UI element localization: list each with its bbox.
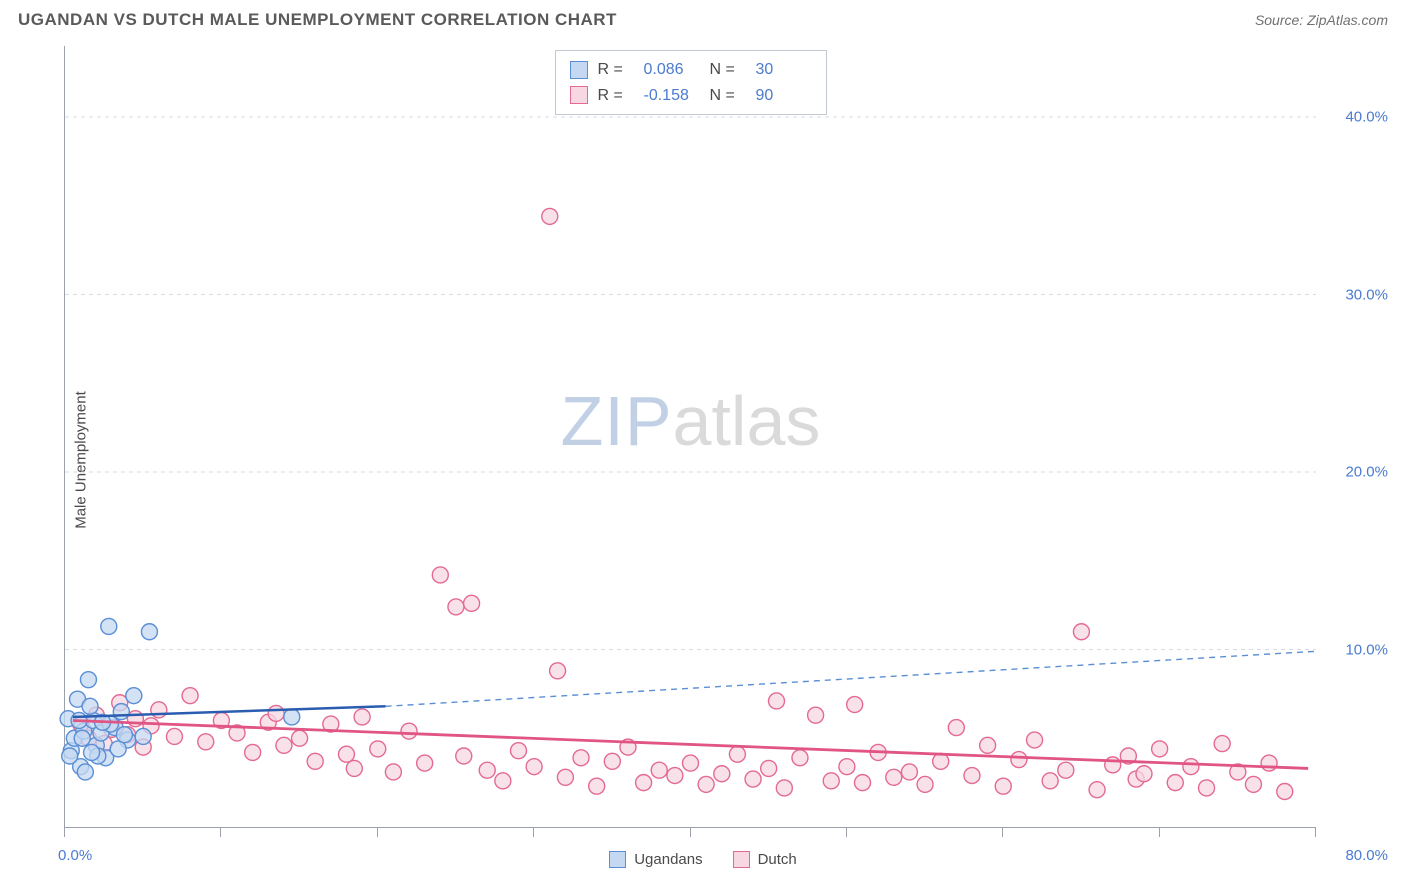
y-tick-label: 40.0% <box>1345 109 1388 126</box>
r-value-ugandans: 0.086 <box>644 57 700 83</box>
source-label: Source: ZipAtlas.com <box>1255 12 1388 28</box>
r-value-dutch: -0.158 <box>644 83 700 109</box>
legend-item-ugandans: Ugandans <box>609 851 702 868</box>
swatch-ugandans-icon <box>570 61 588 79</box>
legend-row-ugandans: R = 0.086 N = 30 <box>570 57 812 83</box>
legend-row-dutch: R = -0.158 N = 90 <box>570 83 812 109</box>
plot-svg <box>65 46 1316 827</box>
swatch-dutch-icon <box>733 851 750 868</box>
chart-title: UGANDAN VS DUTCH MALE UNEMPLOYMENT CORRE… <box>18 10 617 30</box>
n-value-dutch: 90 <box>756 83 812 109</box>
legend-label-ugandans: Ugandans <box>634 851 702 868</box>
legend-label-dutch: Dutch <box>758 851 797 868</box>
correlation-legend: R = 0.086 N = 30 R = -0.158 N = 90 <box>555 50 827 115</box>
swatch-dutch-icon <box>570 86 588 104</box>
x-axis-ticks <box>64 828 1316 840</box>
n-value-ugandans: 30 <box>756 57 812 83</box>
y-tick-label: 20.0% <box>1345 464 1388 481</box>
n-label: N = <box>710 83 746 109</box>
swatch-ugandans-icon <box>609 851 626 868</box>
y-tick-label: 10.0% <box>1345 641 1388 658</box>
n-label: N = <box>710 57 746 83</box>
plot-area: ZIPatlas R = 0.086 N = 30 R = -0.158 N =… <box>64 46 1316 828</box>
r-label: R = <box>598 83 634 109</box>
chart-container: Male Unemployment ZIPatlas R = 0.086 N =… <box>18 46 1388 874</box>
r-label: R = <box>598 57 634 83</box>
series-legend: Ugandans Dutch <box>18 851 1388 868</box>
y-tick-label: 30.0% <box>1345 286 1388 303</box>
legend-item-dutch: Dutch <box>733 851 797 868</box>
